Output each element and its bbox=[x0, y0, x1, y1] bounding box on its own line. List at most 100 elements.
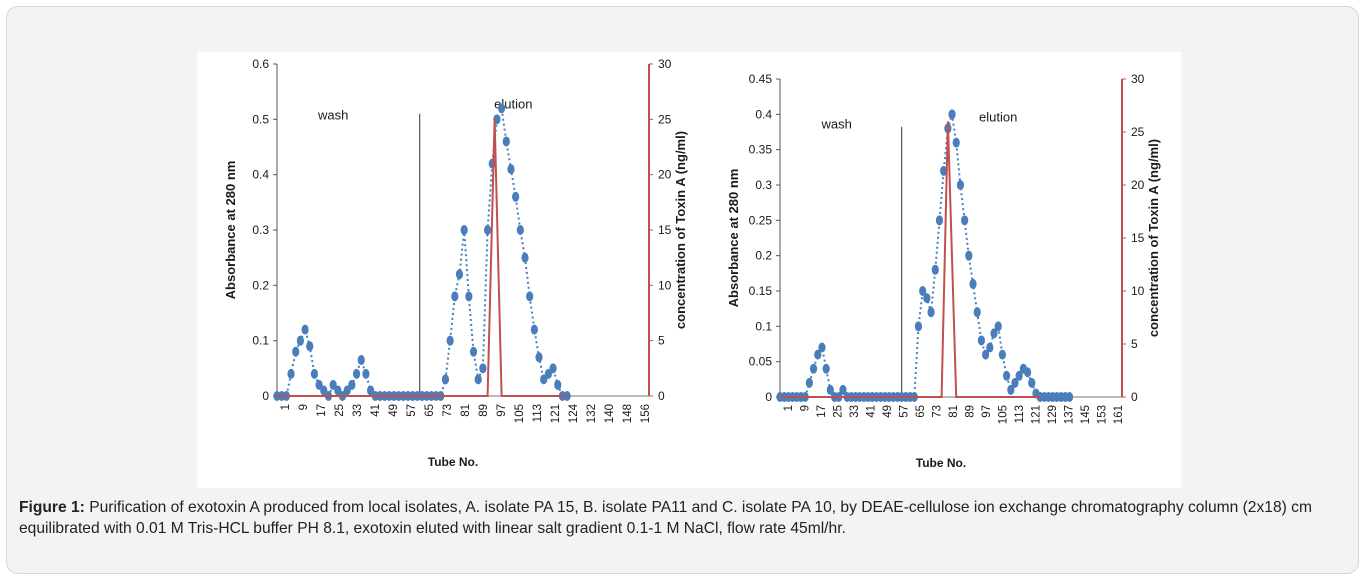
absorbance-point bbox=[474, 374, 482, 385]
right-tick-label: 5 bbox=[1131, 337, 1138, 351]
x-tick-label: 89 bbox=[478, 404, 490, 417]
absorbance-point bbox=[441, 374, 450, 385]
x-tick-label: 41 bbox=[866, 405, 878, 418]
absorbance-point bbox=[1007, 384, 1015, 395]
x-tick-label: 1 bbox=[280, 404, 292, 410]
left-tick-label: 0.25 bbox=[749, 213, 773, 227]
x-tick-label: 33 bbox=[849, 405, 861, 418]
absorbance-point bbox=[507, 164, 515, 175]
x-tick-label: 121 bbox=[1031, 405, 1043, 424]
absorbance-point bbox=[549, 363, 557, 374]
absorbance-point bbox=[287, 368, 295, 379]
absorbance-point bbox=[986, 342, 994, 353]
absorbance-point bbox=[540, 374, 548, 385]
absorbance-point bbox=[498, 103, 506, 114]
x-tick-label: 105 bbox=[998, 405, 1010, 424]
left-tick-label: 0.2 bbox=[252, 278, 269, 292]
absorbance-point bbox=[301, 324, 309, 335]
absorbance-point bbox=[334, 385, 342, 396]
x-tick-label: 113 bbox=[532, 404, 544, 422]
x-tick-label: 49 bbox=[882, 405, 894, 418]
left-tick-label: 0.3 bbox=[755, 178, 772, 192]
x-tick-label: 81 bbox=[948, 405, 960, 418]
x-tick-label: 124 bbox=[568, 403, 580, 423]
left-tick-label: 0.3 bbox=[252, 223, 269, 237]
absorbance-point bbox=[1015, 370, 1023, 381]
absorbance-point bbox=[348, 379, 356, 390]
absorbance-point bbox=[814, 349, 822, 360]
y2-axis-title: concentration of Toxin A (ng/ml) bbox=[1146, 139, 1161, 337]
absorbance-point bbox=[357, 355, 365, 366]
absorbance-point bbox=[927, 307, 935, 318]
absorbance-point bbox=[839, 384, 847, 395]
x-tick-label: 145 bbox=[1080, 405, 1092, 424]
x-tick-label: 1 bbox=[783, 405, 795, 411]
absorbance-point bbox=[818, 342, 826, 353]
x-tick-label: 73 bbox=[932, 405, 944, 418]
absorbance-point bbox=[948, 109, 956, 120]
x-tick-label: 41 bbox=[370, 404, 382, 417]
x-tick-label: 33 bbox=[352, 404, 364, 417]
absorbance-point bbox=[965, 250, 973, 261]
right-tick-label: 0 bbox=[1131, 390, 1138, 404]
right-tick-label: 15 bbox=[658, 223, 672, 237]
x-tick-label: 9 bbox=[298, 404, 310, 410]
figure-caption: Figure 1: Purification of exotoxin A pro… bbox=[19, 497, 1349, 539]
absorbance-point bbox=[952, 137, 960, 148]
absorbance-point bbox=[1011, 377, 1019, 388]
toxin-concentration-line bbox=[780, 121, 1041, 398]
x-tick-label: 97 bbox=[496, 404, 508, 417]
right-tick-label: 10 bbox=[1131, 284, 1145, 298]
absorbance-point bbox=[931, 264, 939, 275]
left-tick-label: 0.4 bbox=[252, 168, 269, 182]
absorbance-point bbox=[1023, 367, 1032, 378]
x-tick-label: 17 bbox=[816, 405, 828, 418]
absorbance-point bbox=[465, 291, 473, 302]
absorbance-point bbox=[994, 321, 1002, 332]
y-axis-title: Absorbance at 280 nm bbox=[223, 161, 238, 300]
absorbance-point bbox=[914, 321, 923, 332]
x-axis-title: Tube No. bbox=[916, 456, 966, 470]
x-tick-label: 25 bbox=[334, 404, 346, 417]
y-axis-title: Absorbance at 280 nm bbox=[726, 169, 741, 308]
absorbance-point bbox=[455, 269, 464, 280]
absorbance-point bbox=[956, 180, 965, 190]
annotation-label: elution bbox=[979, 109, 1017, 124]
caption-text: Purification of exotoxin A produced from… bbox=[19, 499, 1312, 537]
absorbance-point bbox=[320, 385, 328, 396]
x-tick-label: 65 bbox=[915, 405, 927, 418]
left-tick-label: 0 bbox=[262, 389, 269, 403]
right-tick-label: 10 bbox=[658, 278, 672, 292]
absorbance-point bbox=[306, 341, 314, 352]
absorbance-point bbox=[530, 324, 538, 335]
x-tick-label: 97 bbox=[981, 405, 993, 418]
absorbance-point bbox=[805, 377, 813, 388]
absorbance-point bbox=[969, 278, 977, 289]
absorbance-point bbox=[822, 363, 830, 374]
y2-axis-title: concentration of Toxin A (ng/ml) bbox=[673, 131, 688, 329]
x-tick-label: 73 bbox=[442, 404, 454, 417]
absorbance-series-line bbox=[780, 114, 1070, 398]
absorbance-point bbox=[554, 379, 562, 390]
x-tick-label: 153 bbox=[1097, 405, 1109, 424]
left-tick-label: 0.05 bbox=[749, 355, 773, 369]
absorbance-point bbox=[919, 286, 927, 296]
absorbance-point bbox=[329, 379, 337, 390]
chart-2: 0 0.05 0.1 0.15 0.2 0.25 0.3 0.35 0.4 0.45 0 5 10 15 2… bbox=[726, 72, 1161, 470]
left-tick-label: 0.5 bbox=[252, 112, 269, 126]
right-tick-label: 25 bbox=[1131, 125, 1145, 139]
left-tick-label: 0.35 bbox=[749, 143, 773, 157]
right-tick-label: 30 bbox=[658, 57, 672, 71]
absorbance-point bbox=[296, 335, 304, 346]
caption-label: Figure 1: bbox=[19, 499, 85, 516]
x-axis-title: Tube No. bbox=[428, 455, 478, 469]
left-tick-label: 0.15 bbox=[749, 284, 773, 298]
absorbance-point bbox=[826, 384, 834, 395]
x-tick-label: 57 bbox=[899, 405, 911, 418]
x-tick-label: 105 bbox=[514, 404, 526, 423]
absorbance-point bbox=[544, 368, 552, 379]
absorbance-point bbox=[446, 335, 454, 346]
x-tick-label: 148 bbox=[622, 404, 634, 423]
absorbance-series-line bbox=[277, 104, 568, 398]
